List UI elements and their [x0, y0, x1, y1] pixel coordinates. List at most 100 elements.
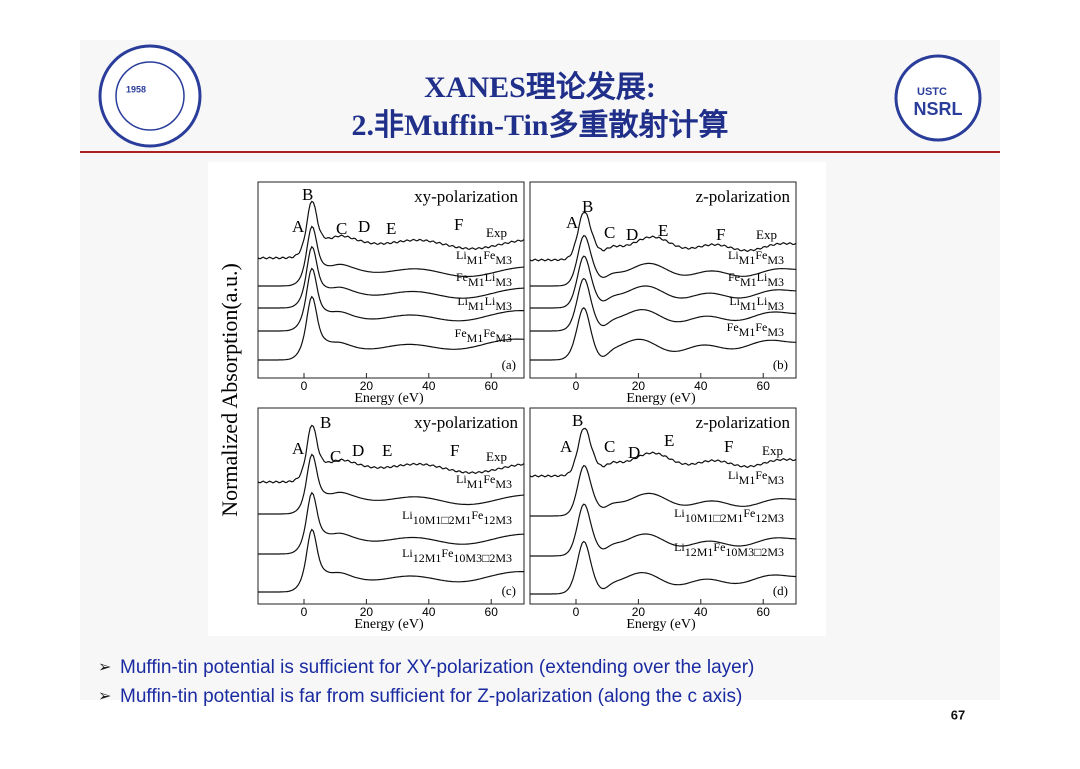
peak-letter: E	[658, 221, 668, 240]
curve-label: FeM1FeM3	[455, 326, 512, 345]
exp-label: Exp	[762, 443, 783, 458]
curve-label-part: M1	[467, 477, 484, 491]
x-axis-label: Energy (eV)	[626, 617, 696, 632]
peak-letter: B	[572, 411, 583, 430]
panel-title: z-polarization	[696, 413, 791, 432]
curve-label-part: Fe	[755, 468, 767, 482]
curve-label: LiM1LiM3	[729, 294, 784, 313]
peak-letter: E	[664, 431, 674, 450]
spectrum-curve	[530, 464, 796, 517]
x-tick-label: 40	[694, 605, 708, 619]
bullet-marker: ➢	[98, 688, 111, 705]
curve-label: FeM1LiM3	[728, 270, 784, 289]
curve-label-part: Li	[485, 270, 496, 284]
curve-label: LiM1FeM3	[728, 468, 784, 487]
curve-label-part: Li	[728, 248, 739, 262]
spectrum-curve	[258, 245, 524, 309]
logo-year: 1958	[126, 84, 146, 94]
peak-letter: C	[336, 219, 347, 238]
curve-label-part: Fe	[456, 270, 468, 284]
x-tick-label: 40	[422, 379, 436, 393]
curve-label-part: 12M1	[685, 545, 714, 559]
panel-frame	[257, 181, 525, 379]
x-tick-label: 0	[573, 379, 580, 393]
curve-label-part: 12M3	[755, 511, 784, 525]
peak-letter: C	[330, 447, 341, 466]
curve-label-part: Fe	[727, 320, 739, 334]
curve-label-part: Li	[728, 468, 739, 482]
curve-label: LiM1FeM3	[728, 248, 784, 267]
exp-label: Exp	[486, 225, 507, 240]
peak-letter: A	[292, 439, 305, 458]
spectrum-curve	[530, 211, 796, 262]
curve-label-part: Fe	[483, 472, 495, 486]
spectrum-curve	[258, 225, 524, 287]
peak-letter: B	[302, 185, 313, 204]
curve-label-part: M3	[495, 275, 512, 289]
curve-label-part: M3	[767, 325, 784, 339]
spectrum-curve	[258, 295, 524, 361]
panel-tag: (a)	[502, 357, 516, 372]
curve-label-part: M3	[495, 253, 512, 267]
curve-label-part: 10M1□2M1	[413, 513, 472, 527]
curve-label-part: Fe	[713, 540, 725, 554]
curve-label-part: Li	[456, 472, 467, 486]
bullet-marker: ➢	[98, 659, 111, 676]
curve-label-part: Li	[402, 508, 413, 522]
curve-label-part: M3	[495, 477, 512, 491]
logo-nsrl: NSRL	[914, 99, 963, 119]
x-tick-label: 20	[632, 379, 646, 393]
peak-letter: D	[358, 217, 370, 236]
curve-label-part: Li	[402, 546, 413, 560]
spectrum-curve	[530, 540, 796, 595]
curve-label-part: M3	[767, 473, 784, 487]
curve-label-part: Fe	[483, 248, 495, 262]
spectrum-curve	[258, 267, 524, 332]
peak-letter: B	[320, 413, 331, 432]
spectrum-curve	[530, 277, 796, 332]
curve-label-part: M3	[767, 275, 784, 289]
curve-label-part: Fe	[743, 506, 755, 520]
spectrum-curve	[530, 306, 796, 361]
x-axis-label: Energy (eV)	[626, 391, 696, 406]
spectrum-curve	[258, 200, 524, 260]
x-tick-label: 20	[360, 379, 374, 393]
exp-label: Exp	[756, 227, 777, 242]
spectrum-curve	[530, 503, 796, 557]
curve-label: LiM1FeM3	[456, 248, 512, 267]
x-tick-label: 60	[757, 379, 771, 393]
peak-letter: A	[560, 437, 573, 456]
panel-frame	[529, 407, 797, 605]
x-tick-label: 60	[485, 379, 499, 393]
curve-label-part: M1	[739, 325, 756, 339]
x-tick-label: 0	[301, 379, 308, 393]
y-axis-label: Normalized Absorption(a.u.)	[217, 263, 242, 517]
spectrum-curve	[258, 491, 524, 555]
curve-label-part: Li	[729, 294, 740, 308]
curve-label: FeM1LiM3	[456, 270, 512, 289]
peak-letter: F	[716, 225, 725, 244]
curve-label-part: 12M3	[483, 513, 512, 527]
curve-label-part: Li	[457, 294, 468, 308]
curve-label-part: Li	[674, 540, 685, 554]
panel-title: xy-polarization	[414, 187, 518, 206]
curve-label-part: M1	[468, 299, 485, 313]
curve-label-part: M3	[495, 331, 512, 345]
curve-label-part: 10M3□2M3	[453, 551, 512, 565]
curve-label-part: 12M1	[413, 551, 442, 565]
curve-label: FeM1FeM3	[727, 320, 784, 339]
peak-letter: D	[626, 225, 638, 244]
curve-label-part: Fe	[483, 326, 495, 340]
peak-letter: C	[604, 223, 615, 242]
peak-letter: A	[566, 213, 579, 232]
peak-letter: E	[386, 219, 396, 238]
peak-letter: F	[724, 437, 733, 456]
panel-tag: (d)	[773, 583, 788, 598]
curve-label-part: M1	[467, 331, 484, 345]
panel-tag: (b)	[773, 357, 788, 372]
spectrum-curve	[530, 255, 796, 309]
title-line: 2.非Muffin-Tin多重散射计算	[352, 108, 729, 142]
